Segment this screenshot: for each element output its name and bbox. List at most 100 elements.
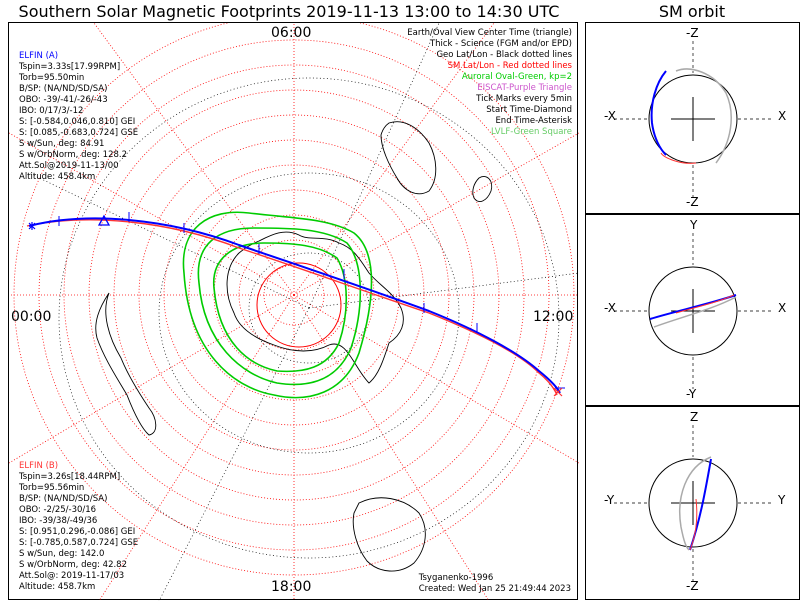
axis-label-bottom: -Z xyxy=(686,579,699,593)
elfin-b-line: Torb=95.56min xyxy=(19,483,85,493)
new-zealand-outline xyxy=(472,176,493,202)
sm-orbit-panel-xy: Y -Y -X X xyxy=(585,214,800,406)
elfin-a-line: Torb=95.50min xyxy=(19,73,85,83)
auroral-oval-mid xyxy=(197,227,362,386)
elfin-b-line: Altitude: 458.7km xyxy=(19,582,96,592)
elfin-b-line: S: [-0.785,0.587,0.724] GSE xyxy=(19,538,139,548)
axis-label-right: X xyxy=(778,109,787,123)
orbit-b-path xyxy=(653,296,737,328)
elfin-b-line: IBO: -39/38/-49/36 xyxy=(19,516,98,526)
axis-label-bottom: -Y xyxy=(686,387,697,401)
legend-item: EISCAT-Purple Triangle xyxy=(477,83,572,93)
earth-circle xyxy=(648,458,738,548)
axis-label-top: Y xyxy=(690,218,698,232)
sm-meridian xyxy=(98,294,295,601)
elfin-b-line: Att.Sol@: 2019-11-17/03 xyxy=(19,571,125,581)
clock-label-bottom: 18:00 xyxy=(271,579,312,595)
elfin-a-line: S: [-0.584,0.046,0.810] GEI xyxy=(19,117,136,127)
orbit-b-path xyxy=(679,456,712,551)
footprint-map: ELFIN (A) Tspin=3.33s[17.99RPM] Torb=95.… xyxy=(8,22,579,601)
axis-label-right: X xyxy=(778,301,787,315)
antarctica-outline xyxy=(226,231,404,384)
auroral-ovals xyxy=(182,211,373,399)
orbit-plot-yz xyxy=(614,425,772,581)
axis-label-right: Y xyxy=(778,493,786,507)
legend-item: Earth/Oval View Center Time (triangle) xyxy=(407,28,572,38)
elfin-b-track xyxy=(26,219,558,396)
elfin-a-line: IBO: 0/17/3/-12 xyxy=(19,106,84,116)
credits: Tsyganenko-1996 Created: Wed Jan 25 21:4… xyxy=(419,573,571,595)
elfin-a-line: S: [0.085,-0.683,0.724] GSE xyxy=(19,128,139,138)
geo-meridian xyxy=(308,272,579,309)
elfin-a-line: S w/OrbNorm, deg: 128.2 xyxy=(19,150,128,160)
plot-title: Southern Solar Magnetic Footprints 2019-… xyxy=(18,2,560,21)
clock-label-top: 06:00 xyxy=(271,25,312,41)
elfin-a-name: ELFIN (A) xyxy=(19,51,59,61)
orbit-a-path xyxy=(650,70,667,156)
sm-pole-circle xyxy=(256,262,342,348)
sm-meridian xyxy=(293,132,579,296)
orbit-b-path xyxy=(675,68,732,164)
orbit-b-segment xyxy=(660,152,697,164)
elfin-a-line: S w/Sun, deg: 84.91 xyxy=(19,139,105,149)
elfin-b-line: B/SP: (NA/ND/SD/SA) xyxy=(19,494,108,504)
map-canvas xyxy=(9,23,579,601)
clock-label-left: 00:00 xyxy=(11,309,52,325)
elfin-a-track xyxy=(28,217,561,394)
elfin-a-line: Altitude: 458.4km xyxy=(19,172,96,182)
orbit-plot-xz xyxy=(614,41,772,197)
legend: Earth/Oval View Center Time (triangle) T… xyxy=(407,28,572,138)
legend-item: LVLF-Green Square xyxy=(491,127,572,137)
legend-item: Start Time-Diamond xyxy=(486,105,572,115)
track-tick-marks xyxy=(58,212,565,389)
axis-label-left: -X xyxy=(604,301,616,315)
auroral-oval-inner xyxy=(213,242,348,373)
legend-item: Auroral Oval-Green, kp=2 xyxy=(461,72,572,82)
sm-lat-circle xyxy=(63,64,525,526)
axis-label-left: -X xyxy=(604,109,616,123)
legend-item: SM Lat/Lon - Red dotted lines xyxy=(447,61,572,71)
sm-lat-circle xyxy=(138,139,450,451)
legend-item: Tick Marks every 5min xyxy=(476,94,572,104)
sm-orbit-title: SM orbit xyxy=(658,2,726,21)
elfin-b-end-asterisk xyxy=(553,387,563,397)
sm-meridian xyxy=(9,294,295,464)
sm-meridian xyxy=(293,294,579,464)
axis-label-bottom: -Z xyxy=(686,195,699,209)
orbit-b-segment xyxy=(689,498,698,551)
elfin-a-line: OBO: -39/-41/-26/-43 xyxy=(19,95,108,105)
elfin-b-line: S w/Sun, deg: 142.0 xyxy=(19,549,105,559)
geo-meridian xyxy=(28,172,310,309)
sm-meridian xyxy=(293,23,495,296)
axis-label-top: Z xyxy=(690,410,699,424)
elfin-a-center-triangle xyxy=(97,214,111,226)
sm-orbit-panel-xz: -Z -Z -X X xyxy=(585,22,800,214)
elfin-a-info: ELFIN (A) Tspin=3.33s[17.99RPM] Torb=95.… xyxy=(19,51,138,183)
elfin-a-end-asterisk xyxy=(28,222,36,230)
clock-label-right: 12:00 xyxy=(533,309,574,325)
orbit-b-segment xyxy=(675,294,735,314)
orbit-plot-xy xyxy=(614,233,772,389)
elfin-b-name: ELFIN (B) xyxy=(19,461,59,471)
created-date: Created: Wed Jan 25 21:49:44 2023 xyxy=(418,584,571,594)
earth-circle xyxy=(648,266,738,356)
legend-item: End Time-Asterisk xyxy=(495,116,572,126)
australia-outline xyxy=(380,121,437,195)
legend-item: Geo Lat/Lon - Black dotted lines xyxy=(436,50,572,60)
south-america-outline xyxy=(95,292,157,436)
geo-meridian xyxy=(158,307,310,601)
model-credit: Tsyganenko-1996 xyxy=(418,573,494,583)
africa-outline xyxy=(352,497,426,572)
geo-lat-circle xyxy=(58,77,560,559)
sm-meridian xyxy=(9,132,295,296)
axis-label-left: -Y xyxy=(604,493,615,507)
elfin-a-line: Att.Sol@2019-11-13/00 xyxy=(19,161,119,171)
elfin-b-line: S w/OrbNorm, deg: 42.82 xyxy=(19,560,128,570)
geo-lat-circle xyxy=(158,172,460,454)
elfin-b-info: ELFIN (B) Tspin=3.26s[18.44RPM] Torb=95.… xyxy=(19,461,138,593)
sm-lat-circle xyxy=(213,214,375,376)
elfin-b-line: OBO: -2/25/-30/16 xyxy=(19,505,97,515)
elfin-a-line: B/SP: (NA/ND/SD/SA) xyxy=(19,84,108,94)
sm-meridian xyxy=(93,23,295,296)
legend-item: Thick - Science (FGM and/or EPD) xyxy=(429,39,572,49)
